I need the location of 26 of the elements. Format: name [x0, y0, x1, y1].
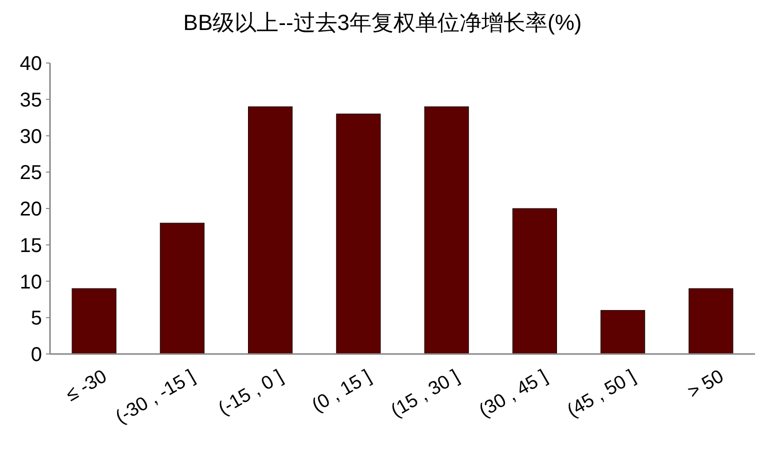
- bar: [248, 106, 293, 354]
- y-tick-label: 5: [30, 308, 42, 330]
- x-tick-label: (-15 , 0 ]: [215, 366, 287, 420]
- x-tick-label: ≤ -30: [62, 366, 111, 406]
- bar: [424, 106, 469, 354]
- bar: [160, 222, 204, 354]
- x-tick-label: (45 , 50 ]: [564, 366, 640, 422]
- y-tick-label: 40: [20, 53, 42, 75]
- y-tick-label: 35: [20, 89, 42, 112]
- chart-title: BB级以上--过去3年复权单位净增长率(%): [183, 10, 582, 35]
- y-tick-label: 30: [20, 126, 42, 148]
- y-tick-label: 25: [20, 162, 42, 184]
- y-tick-label: 15: [20, 234, 42, 257]
- x-tick-label: (0 , 15 ]: [308, 366, 375, 417]
- x-tick-label: (30 , 45 ]: [476, 366, 552, 422]
- bar: [72, 288, 116, 354]
- y-tick-label: 0: [30, 344, 42, 366]
- x-tick-label: > 50: [684, 366, 728, 404]
- x-tick-label: (15 , 30 ]: [388, 366, 464, 422]
- bar: [600, 310, 646, 354]
- y-tick-label: 10: [20, 271, 42, 294]
- bar: [336, 114, 381, 354]
- bar: [512, 208, 557, 354]
- y-tick-label: 20: [20, 198, 42, 220]
- x-tick-label: (-30 , -15 ]: [112, 366, 199, 428]
- bar: [688, 288, 734, 354]
